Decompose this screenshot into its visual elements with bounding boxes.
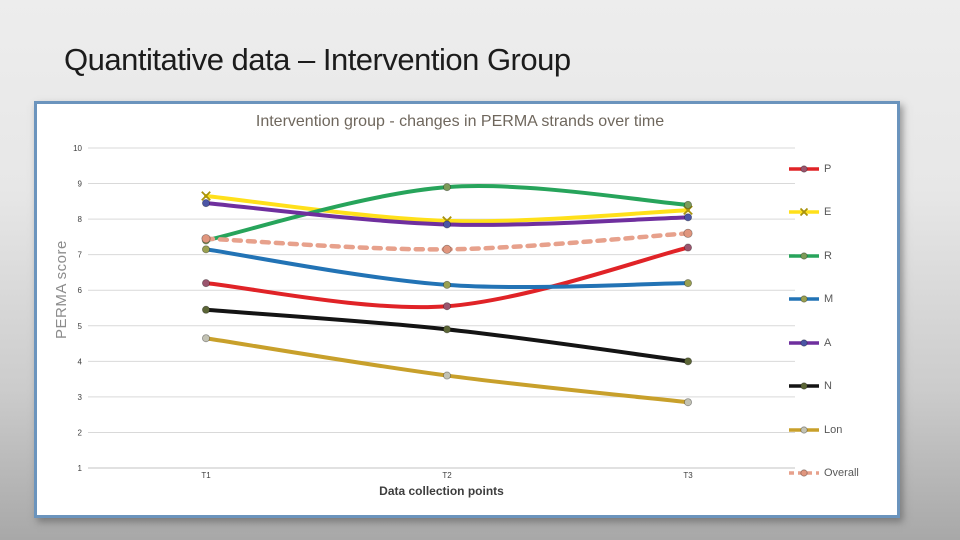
legend-item-Overall: Overall: [789, 466, 859, 480]
data-point-marker: [684, 398, 693, 407]
y-tick-label: 10: [73, 144, 82, 153]
data-point-marker: [201, 199, 210, 208]
data-point-marker: [442, 280, 451, 289]
data-point-marker: [683, 205, 693, 216]
x-tick-label: T3: [683, 471, 693, 480]
data-point-marker: [683, 228, 693, 238]
legend-label-A: A: [824, 336, 832, 349]
legend-label-Overall: Overall: [824, 467, 859, 479]
data-point-marker: [201, 234, 211, 244]
series-line-E: [204, 194, 690, 224]
chart-area: Intervention group - changes in PERMA st…: [37, 104, 897, 515]
series-line-N: [204, 307, 690, 364]
y-tick-label: 3: [78, 393, 83, 402]
y-tick-label: 1: [78, 464, 83, 473]
data-point-marker: [201, 305, 210, 314]
y-tick-label: 7: [78, 251, 83, 260]
legend-marker-Overall: [789, 469, 819, 477]
legend-marker-P: [789, 165, 819, 173]
legend-item-R: R: [789, 249, 832, 263]
legend-item-P: P: [789, 162, 831, 176]
data-point-marker: [684, 213, 693, 222]
x-tick-label: T1: [201, 471, 211, 480]
x-axis-title: Data collection points: [379, 484, 504, 498]
data-point-marker: [201, 334, 210, 343]
data-point-marker: [442, 325, 451, 334]
chart-card: Intervention group - changes in PERMA st…: [34, 101, 900, 518]
series-line-P: [204, 245, 690, 310]
legend-item-E: E: [789, 205, 831, 219]
chart-legend: P E R M A N Lon Overall: [789, 104, 895, 515]
legend-marker-Lon: [789, 425, 819, 434]
legend-item-A: A: [789, 336, 831, 350]
legend-label-E: E: [824, 206, 832, 219]
legend-label-N: N: [824, 380, 832, 393]
data-point-marker: [684, 200, 693, 209]
data-point-marker: [201, 245, 210, 254]
legend-item-Lon: Lon: [789, 423, 842, 437]
y-tick-label: 2: [78, 428, 83, 437]
chart-title: Intervention group - changes in PERMA st…: [255, 113, 665, 130]
data-point-marker: [684, 357, 693, 366]
data-point-marker: [684, 243, 693, 252]
legend-marker-A: [789, 339, 819, 347]
y-tick-label: 6: [78, 286, 83, 295]
line-chart: 1 2 3 4 5 6 7 8 9 10 T1 T2 T3: [73, 144, 795, 480]
legend-label-M: M: [824, 293, 834, 306]
legend-marker-M: [789, 295, 819, 303]
data-point-marker: [442, 302, 451, 311]
y-tick-label: 9: [78, 180, 83, 189]
legend-label-R: R: [824, 249, 832, 262]
data-point-marker: [201, 191, 211, 201]
data-point-marker: [442, 220, 451, 229]
data-point-marker: [442, 371, 451, 380]
y-axis-title: PERMA score: [53, 240, 70, 340]
legend-label-Lon: Lon: [824, 423, 843, 436]
legend-marker-R: [789, 252, 819, 260]
data-point-marker: [442, 244, 452, 254]
data-point-marker: [201, 279, 210, 288]
slide-title: Quantitative data – Intervention Group: [64, 42, 571, 77]
legend-item-M: M: [789, 292, 833, 306]
y-tick-label: 4: [78, 357, 83, 366]
legend-marker-N: [789, 382, 819, 390]
legend-label-P: P: [824, 163, 832, 175]
legend-item-N: N: [789, 379, 832, 393]
data-point-marker: [442, 183, 451, 192]
x-tick-label: T2: [442, 471, 452, 480]
data-point-marker: [684, 279, 693, 288]
series-line-Lon: [204, 336, 690, 405]
y-tick-label: 8: [78, 215, 83, 224]
legend-marker-E: [789, 208, 819, 217]
y-tick-label: 5: [78, 322, 83, 331]
